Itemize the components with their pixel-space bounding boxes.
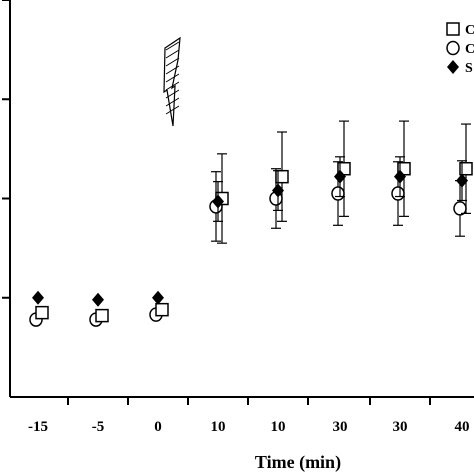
square-marker (155, 302, 169, 317)
diamond-marker (272, 183, 284, 198)
x-tick-label: 30 (393, 419, 408, 435)
x-tick-label: 0 (154, 419, 162, 435)
arrow-hatch (165, 89, 180, 99)
legend: CCS (446, 22, 474, 76)
x-tick-label: 30 (333, 419, 348, 435)
circle-marker (446, 40, 460, 56)
arrow-hatch (165, 49, 180, 59)
square-marker (446, 22, 460, 36)
arrow-hatch (165, 65, 180, 75)
square-marker (459, 161, 473, 176)
x-tick-label: 40 (455, 419, 470, 435)
x-tick-label: 10 (211, 419, 226, 435)
legend-label: C (465, 23, 474, 38)
legend-label: S (465, 61, 473, 76)
circle-marker (391, 186, 405, 201)
diamond-marker (456, 173, 468, 188)
circle-marker (331, 186, 345, 201)
diamond-marker (152, 290, 164, 305)
diamond-marker (447, 60, 459, 74)
arrow-hatch (165, 41, 180, 51)
arrow-hatch (165, 57, 180, 67)
arrow-hatch (165, 81, 180, 91)
diamond-marker (394, 169, 406, 184)
arrow-hatch (165, 105, 180, 115)
x-tick-label: 10 (271, 419, 286, 435)
diamond-marker (334, 169, 346, 184)
arrow-hatch (165, 97, 180, 107)
diamond-marker (32, 290, 44, 305)
stimulus-arrow-annotation (163, 36, 181, 127)
square-marker (35, 305, 49, 320)
diamond-marker (212, 194, 224, 209)
x-tick-label: -5 (92, 419, 105, 435)
plot-marks (29, 120, 473, 327)
x-tick-label: -15 (28, 419, 48, 435)
arrow-hatch (165, 73, 180, 83)
diamond-marker (92, 292, 104, 307)
x-axis-title: Time (min) (255, 452, 341, 473)
legend-label: C (465, 42, 474, 57)
square-marker (95, 308, 109, 323)
